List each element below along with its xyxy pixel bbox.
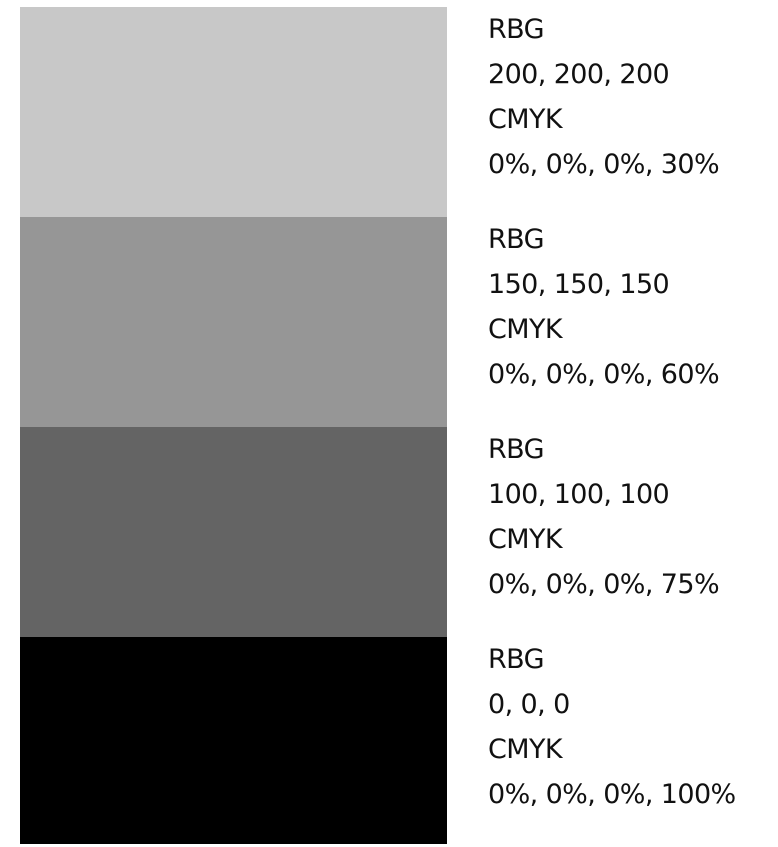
swatch-row-black: RBG 0, 0, 0 CMYK 0%, 0%, 0%, 100% (0, 637, 778, 847)
rgb-label: RBG (488, 224, 545, 255)
cmyk-label: CMYK (488, 104, 563, 135)
rgb-label: RBG (488, 644, 545, 675)
rgb-label: RBG (488, 14, 545, 45)
swatch-info: RBG 200, 200, 200 CMYK 0%, 0%, 0%, 30% (488, 7, 773, 187)
cmyk-value: 0%, 0%, 0%, 60% (488, 359, 720, 390)
swatch-row-light-gray: RBG 200, 200, 200 CMYK 0%, 0%, 0%, 30% (0, 7, 778, 217)
rgb-value: 150, 150, 150 (488, 269, 670, 300)
color-swatch-medium-gray (20, 217, 447, 427)
swatch-info: RBG 150, 150, 150 CMYK 0%, 0%, 0%, 60% (488, 217, 773, 397)
swatch-row-dark-gray: RBG 100, 100, 100 CMYK 0%, 0%, 0%, 75% (0, 427, 778, 637)
rgb-value: 0, 0, 0 (488, 689, 570, 720)
cmyk-value: 0%, 0%, 0%, 30% (488, 149, 720, 180)
cmyk-label: CMYK (488, 734, 563, 765)
color-swatch-black (20, 637, 447, 844)
rgb-value: 100, 100, 100 (488, 479, 670, 510)
rgb-label: RBG (488, 434, 545, 465)
color-swatch-dark-gray (20, 427, 447, 637)
cmyk-value: 0%, 0%, 0%, 100% (488, 779, 736, 810)
cmyk-label: CMYK (488, 524, 563, 555)
swatch-row-medium-gray: RBG 150, 150, 150 CMYK 0%, 0%, 0%, 60% (0, 217, 778, 427)
cmyk-value: 0%, 0%, 0%, 75% (488, 569, 720, 600)
color-swatch-light-gray (20, 7, 447, 217)
swatch-info: RBG 0, 0, 0 CMYK 0%, 0%, 0%, 100% (488, 637, 773, 817)
rgb-value: 200, 200, 200 (488, 59, 670, 90)
cmyk-label: CMYK (488, 314, 563, 345)
swatch-info: RBG 100, 100, 100 CMYK 0%, 0%, 0%, 75% (488, 427, 773, 607)
